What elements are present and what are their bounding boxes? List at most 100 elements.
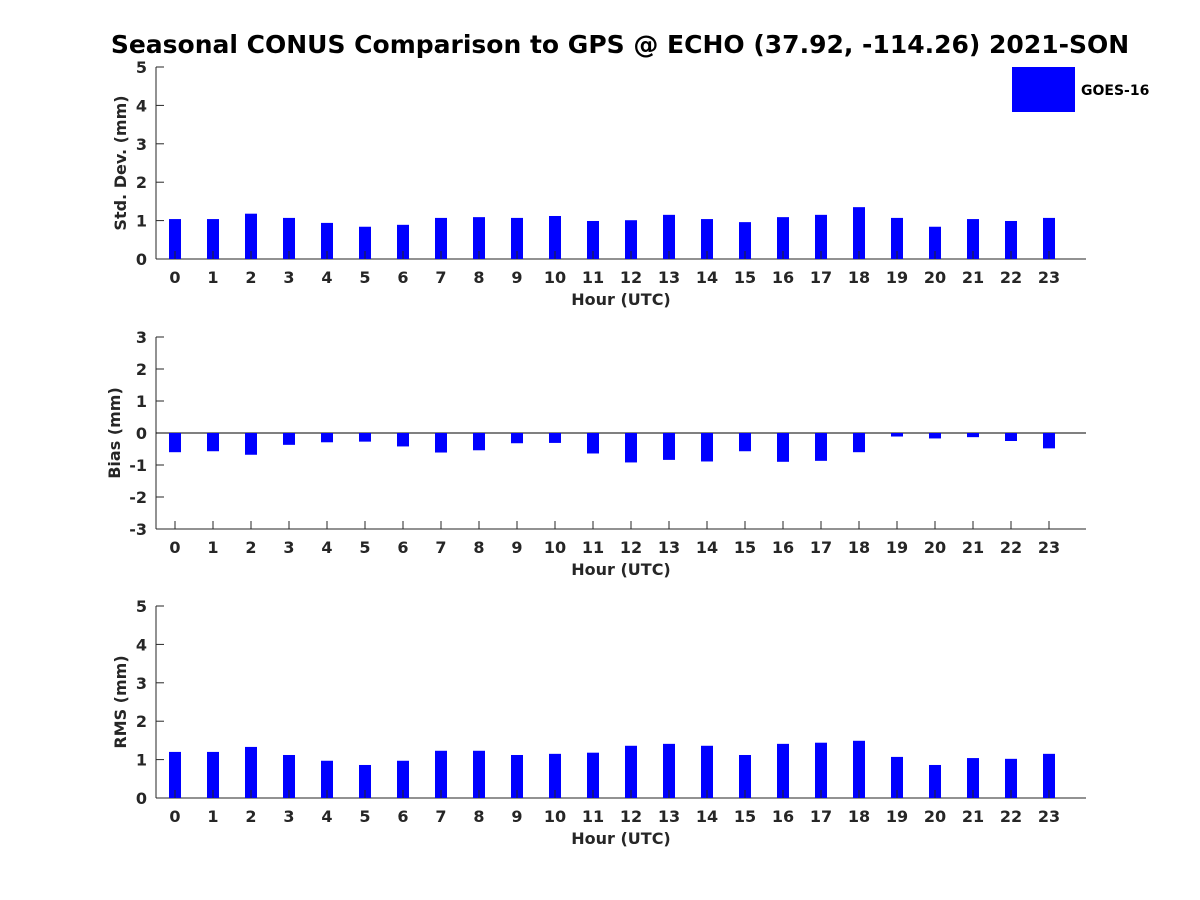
x-tick-label: 18 [848,807,870,826]
bar [245,746,257,798]
x-tick-label: 23 [1038,268,1060,287]
bar [397,433,409,447]
x-tick-label: 16 [772,807,794,826]
x-tick-label: 1 [207,268,218,287]
x-axis-label: Hour (UTC) [571,290,671,309]
bar [473,433,485,451]
x-tick-label: 2 [245,538,256,557]
bar [967,433,979,438]
x-tick-label: 17 [810,807,832,826]
x-tick-label: 10 [544,538,566,557]
y-tick-label: 1 [136,751,147,770]
bar [359,764,371,798]
x-tick-label: 9 [511,268,522,287]
x-tick-label: 18 [848,268,870,287]
bar [701,745,713,798]
y-tick-label: 5 [136,597,147,616]
x-tick-label: 13 [658,807,680,826]
bar [207,751,219,798]
x-tick-label: 20 [924,268,946,287]
x-tick-label: 16 [772,538,794,557]
x-tick-label: 3 [283,538,294,557]
bar [473,750,485,798]
x-tick-label: 19 [886,538,908,557]
x-tick-label: 21 [962,807,984,826]
bar [891,217,903,259]
x-tick-label: 3 [283,268,294,287]
bar [739,754,751,798]
chart-title: Seasonal CONUS Comparison to GPS @ ECHO … [110,30,1130,59]
bar [245,433,257,455]
bar [549,433,561,443]
bar [397,224,409,259]
legend-label: GOES-16 [1081,83,1149,99]
x-tick-label: 6 [397,538,408,557]
x-axis-label: Hour (UTC) [571,560,671,579]
y-tick-label: 1 [136,392,147,411]
x-tick-label: 2 [245,268,256,287]
bar [511,754,523,798]
bar [359,433,371,442]
y-tick-label: 2 [136,360,147,379]
bar [929,226,941,259]
x-tick-label: 7 [435,268,446,287]
x-tick-label: 14 [696,807,718,826]
bar [815,433,827,461]
x-tick-label: 4 [321,807,332,826]
bar [967,219,979,259]
bar [777,743,789,798]
x-tick-label: 22 [1000,807,1022,826]
y-tick-label: 4 [136,635,147,654]
bar [1005,758,1017,798]
bar [891,756,903,798]
bar [321,222,333,259]
x-tick-label: 8 [473,538,484,557]
x-tick-label: 10 [544,268,566,287]
x-tick-label: 2 [245,807,256,826]
bar [169,751,181,798]
x-tick-label: 6 [397,268,408,287]
bar [967,758,979,798]
y-tick-label: -2 [129,488,147,507]
bar [473,217,485,259]
bar [625,220,637,259]
x-tick-label: 8 [473,268,484,287]
bar [359,226,371,259]
x-tick-label: 4 [321,538,332,557]
x-tick-label: 0 [169,538,180,557]
y-tick-label: 4 [136,96,147,115]
x-tick-label: 20 [924,538,946,557]
y-tick-label: 2 [136,712,147,731]
bar [207,433,219,452]
bar [777,433,789,462]
y-tick-label: 0 [136,789,147,808]
bar [853,740,865,798]
x-tick-label: 22 [1000,268,1022,287]
bar [701,433,713,462]
x-tick-label: 0 [169,268,180,287]
x-tick-label: 12 [620,807,642,826]
x-tick-label: 20 [924,807,946,826]
y-tick-label: 3 [136,135,147,154]
x-tick-label: 15 [734,268,756,287]
y-tick-label: 0 [136,250,147,269]
x-tick-label: 14 [696,538,718,557]
bar [511,433,523,444]
bar [663,743,675,798]
y-tick-label: 3 [136,674,147,693]
bar [663,214,675,259]
bar [701,219,713,259]
bar [891,433,903,437]
legend: GOES-16 [1012,67,1149,112]
x-tick-label: 5 [359,268,370,287]
x-tick-label: 9 [511,538,522,557]
bar [283,217,295,259]
x-tick-label: 17 [810,268,832,287]
x-tick-label: 22 [1000,538,1022,557]
bar [321,433,333,443]
bar [625,433,637,463]
bar [625,745,637,798]
x-tick-label: 1 [207,807,218,826]
